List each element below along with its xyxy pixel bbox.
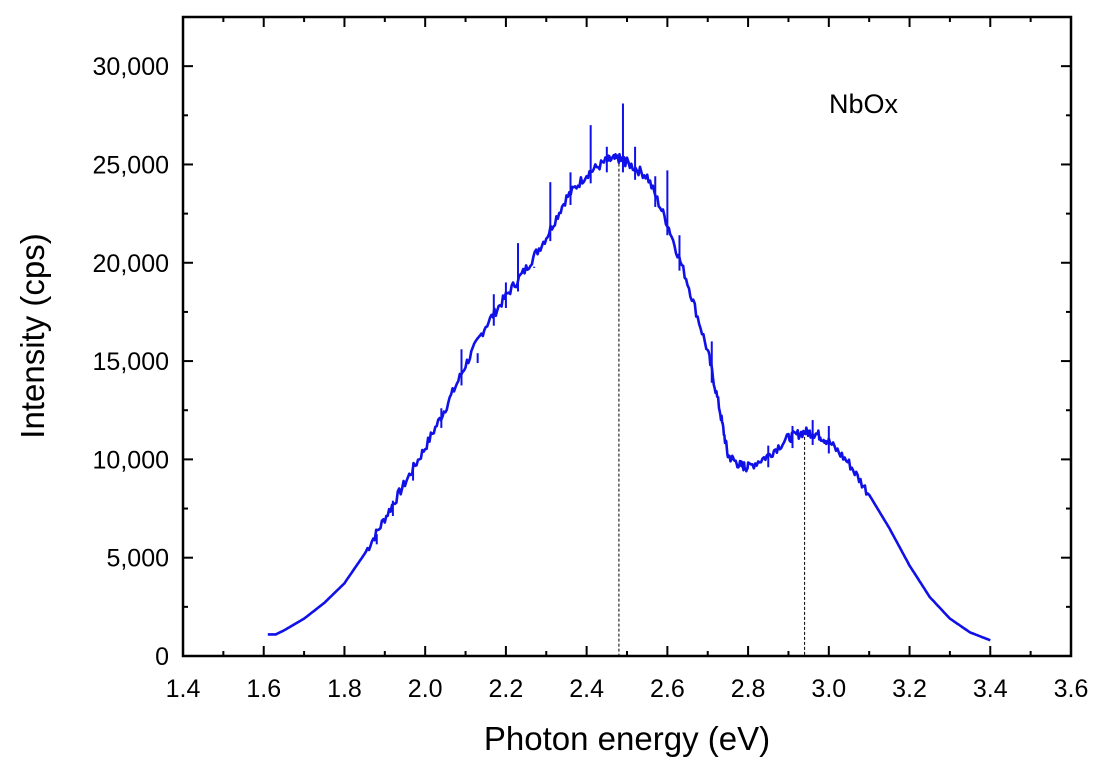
reference-lines <box>618 158 806 656</box>
y-tick-label: 0 <box>155 643 169 671</box>
x-tick-label: 1.4 <box>166 675 201 703</box>
plot-frame <box>181 15 1073 658</box>
x-tick-labels: 1.4 1.6 1.8 2.0 2.2 2.4 2.6 2.8 3.0 3.2 3.4 3.6 <box>166 675 1089 703</box>
x-tick-label: 3.6 <box>1054 675 1089 703</box>
x-axis-title: Photon energy (eV) <box>484 720 770 757</box>
x-tick-label: 1.8 <box>327 675 362 703</box>
x-tick-label: 2.0 <box>408 675 443 703</box>
x-tick-label: 2.8 <box>731 675 766 703</box>
x-tick-label: 3.2 <box>892 675 927 703</box>
y-axis-title: Intensity (cps) <box>14 233 51 438</box>
axis-ticks <box>182 16 1072 657</box>
x-tick-label: 3.4 <box>973 675 1008 703</box>
y-tick-labels: 0 5,000 10,000 15,000 20,000 25,000 30,000 <box>93 53 169 671</box>
y-tick-label: 15,000 <box>93 348 169 376</box>
y-tick-label: 25,000 <box>93 151 169 179</box>
series-layer <box>267 103 991 642</box>
series-line-0 <box>267 152 991 642</box>
series-annotation: NbOx <box>829 89 899 119</box>
y-tick-label: 20,000 <box>93 250 169 278</box>
x-tick-label: 2.6 <box>650 675 685 703</box>
y-tick-label: 10,000 <box>93 446 169 474</box>
x-tick-label: 1.6 <box>246 675 281 703</box>
y-tick-label: 30,000 <box>93 53 169 81</box>
y-tick-label: 5,000 <box>106 545 169 573</box>
x-tick-label: 2.4 <box>569 675 604 703</box>
x-tick-label: 3.0 <box>811 675 846 703</box>
x-tick-label: 2.2 <box>489 675 524 703</box>
